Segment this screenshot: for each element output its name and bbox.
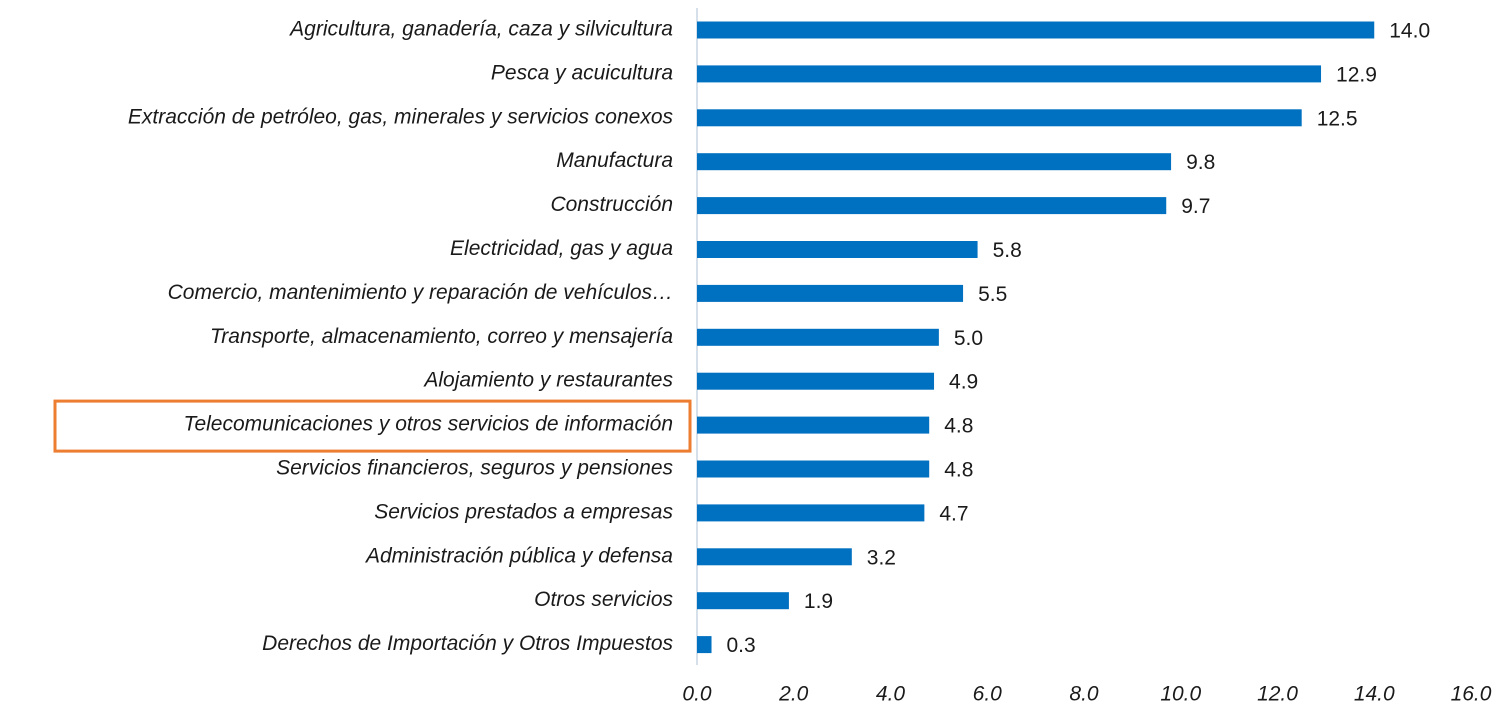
value-label: 5.5 [978, 283, 1007, 306]
category-label: Transporte, almacenamiento, correo y men… [210, 325, 673, 348]
category-label: Derechos de Importación y Otros Impuesto… [262, 632, 673, 655]
value-label: 14.0 [1389, 20, 1430, 43]
value-label: 4.9 [949, 371, 978, 394]
category-label: Pesca y acuicultura [491, 61, 673, 84]
category-label: Servicios prestados a empresas [374, 500, 673, 523]
category-label: Construcción [550, 193, 673, 216]
bar [697, 592, 789, 610]
category-label: Administración pública y defensa [364, 544, 673, 567]
x-tick-label: 16.0 [1451, 683, 1492, 706]
value-label: 3.2 [867, 546, 896, 569]
category-label: Electricidad, gas y agua [450, 237, 673, 260]
bar [697, 284, 964, 302]
category-label: Extracción de petróleo, gas, minerales y… [128, 105, 674, 128]
bar [697, 548, 852, 566]
bar [697, 197, 1167, 215]
category-label: Agricultura, ganadería, caza y silvicult… [288, 18, 673, 41]
value-label: 5.0 [954, 327, 983, 350]
bar [697, 416, 930, 434]
category-label: Otros servicios [534, 588, 673, 611]
x-tick-label: 8.0 [1069, 683, 1099, 706]
bar [697, 153, 1172, 171]
category-label: Manufactura [556, 149, 673, 172]
x-tick-label: 4.0 [876, 683, 906, 706]
value-label: 4.8 [944, 459, 973, 482]
bar [697, 241, 978, 258]
value-label: 0.3 [727, 634, 756, 657]
bar [697, 372, 935, 390]
bar [697, 65, 1322, 83]
value-label: 5.8 [993, 239, 1022, 262]
x-tick-label: 10.0 [1160, 683, 1201, 706]
value-label: 12.9 [1336, 63, 1377, 86]
value-label: 4.8 [944, 415, 973, 438]
bar [697, 328, 939, 346]
x-tick-label: 12.0 [1257, 683, 1298, 706]
x-tick-label: 2.0 [778, 683, 809, 706]
category-label: Alojamiento y restaurantes [422, 369, 673, 392]
value-label: 12.5 [1317, 107, 1358, 130]
bar [697, 504, 925, 522]
x-tick-label: 6.0 [973, 683, 1003, 706]
bar [697, 636, 712, 654]
category-label: Servicios financieros, seguros y pension… [276, 457, 673, 480]
highlight-box [53, 399, 692, 453]
bar [697, 460, 930, 478]
bar [697, 109, 1302, 127]
value-label: 9.8 [1186, 151, 1215, 174]
x-tick-label: 0.0 [682, 683, 712, 706]
value-label: 1.9 [804, 590, 833, 613]
value-label: 4.7 [939, 502, 968, 525]
bar [697, 21, 1375, 39]
value-label: 9.7 [1181, 195, 1210, 218]
category-label: Comercio, mantenimiento y reparación de … [168, 281, 673, 304]
x-tick-label: 14.0 [1354, 683, 1395, 706]
category-label: Telecomunicaciones y otros servicios de … [184, 413, 673, 436]
